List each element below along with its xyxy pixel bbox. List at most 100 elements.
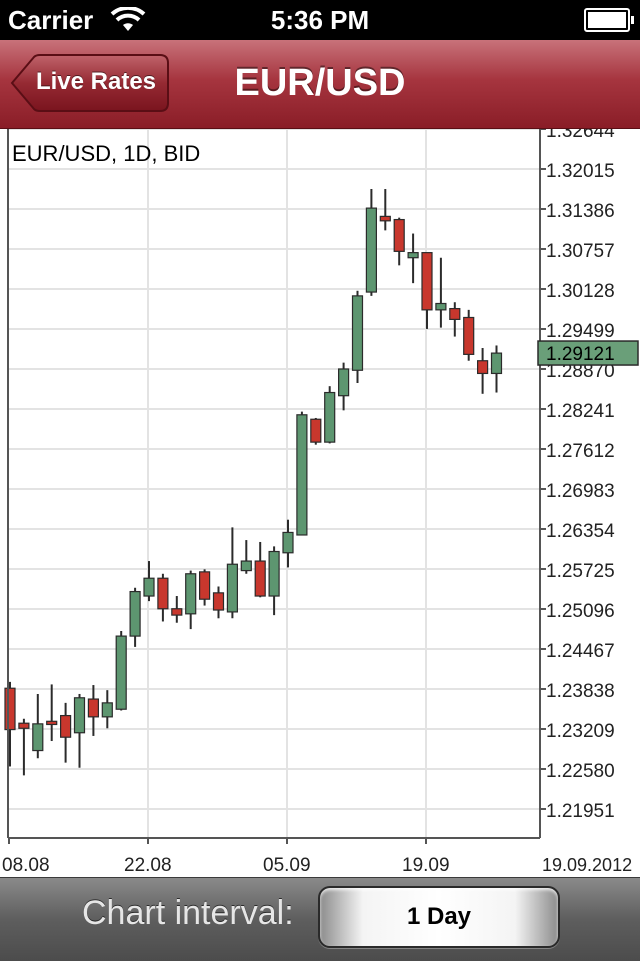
price-tick-label: 1.23838 [546, 681, 615, 702]
candle-up [490, 345, 503, 393]
candle-up [365, 189, 377, 296]
candle-body [449, 307, 461, 320]
candle-body [143, 577, 155, 597]
candle-body [268, 550, 280, 597]
candle-body [212, 592, 225, 611]
candle-up [115, 631, 127, 711]
carrier-label: Carrier [8, 5, 94, 35]
candle-body [185, 573, 197, 615]
chart-interval-button[interactable]: 1 Day [318, 886, 560, 948]
candle-up [101, 690, 113, 729]
candle-up [296, 411, 308, 536]
back-button-label: Live Rates [35, 68, 157, 95]
candle-down [449, 302, 461, 337]
candle-body [421, 252, 433, 311]
price-tick-label: 1.25725 [546, 561, 615, 582]
candle-down [379, 189, 391, 231]
candle-down [421, 252, 433, 329]
back-button-shape [10, 54, 169, 112]
price-tick-label: 1.28870 [546, 361, 615, 382]
chart-area[interactable]: 1.32644 1.32015 1.31386 1.30757 1.30128 1.294… [0, 129, 640, 877]
candle-body [351, 295, 364, 371]
candle-up [73, 693, 86, 768]
price-tick-label: 1.28241 [546, 401, 615, 422]
candle-body [310, 418, 322, 443]
candle-up [185, 570, 197, 630]
candle-body [73, 697, 86, 734]
price-tick-label: 1.32015 [546, 161, 615, 182]
price-tick-label: 1.22580 [546, 761, 615, 782]
price-tick-label: 1.30757 [546, 241, 615, 262]
candle-up [282, 519, 294, 568]
candle-down [477, 348, 489, 394]
price-tick-label: 1.29499 [546, 321, 615, 342]
candle-up [407, 233, 419, 284]
last-price-label: 1.29121 [546, 344, 615, 365]
candle-body [157, 577, 169, 610]
battery-icon [584, 8, 634, 32]
candle-body [254, 560, 266, 597]
candle-down [463, 309, 475, 361]
candle-body [101, 702, 113, 718]
price-tick-label: 1.27612 [546, 441, 615, 462]
price-tick-label: 1.23209 [546, 721, 615, 742]
candle-body [226, 563, 238, 613]
time-tick-label: 08.08 [2, 855, 50, 876]
candle-body [87, 698, 100, 718]
candle-body [59, 714, 72, 738]
wifi-icon [110, 7, 146, 31]
candle-up [32, 693, 44, 759]
time-tick-label: 22.08 [124, 855, 172, 876]
candle-body [296, 414, 308, 536]
status-bar: Carrier 5:36 PM [0, 0, 640, 40]
bottom-toolbar: Chart interval: 1 Day [0, 877, 640, 961]
time-axis: 08.08 22.08 05.09 19.09 19.09.2012 [2, 838, 632, 876]
price-tick-label: 1.24467 [546, 641, 615, 662]
candle-body [18, 722, 30, 729]
candle-body [129, 590, 141, 637]
candle-body [393, 218, 405, 252]
candle-up [268, 546, 280, 616]
price-tick-label: 1.31386 [546, 201, 615, 222]
candle-body [115, 635, 127, 710]
back-button[interactable]: Live Rates [10, 54, 169, 112]
candle-down [199, 569, 211, 606]
candle-body [435, 302, 447, 311]
price-tick-label: 1.21951 [546, 801, 615, 822]
candle-up [143, 561, 155, 602]
candle-down [87, 685, 100, 736]
candle-down [4, 681, 16, 767]
candle-down [59, 702, 72, 763]
candle-body [324, 391, 336, 443]
price-tick-label: 1.30128 [546, 281, 615, 302]
candle-body [171, 608, 183, 616]
chart-interval-label: Chart interval: [82, 894, 294, 932]
candle-down [393, 217, 405, 266]
time-tick-label: 19.09.2012 [542, 855, 632, 875]
price-tick-label: 1.25096 [546, 601, 615, 622]
last-price-box [537, 340, 639, 366]
candle-body [407, 252, 419, 259]
candle-body [4, 687, 16, 731]
candle-body [46, 720, 58, 726]
candle-body [199, 571, 211, 600]
candle-down [171, 596, 183, 623]
time-tick-label: 05.09 [263, 855, 311, 876]
candle-down [212, 586, 225, 619]
candlestick-chart[interactable]: 1.32644 1.32015 1.31386 1.30757 1.30128 1.294… [0, 129, 640, 877]
price-tick-label: 1.26354 [546, 521, 615, 542]
candle-body [338, 368, 350, 397]
candle-body [490, 352, 503, 375]
chart-grid [8, 129, 540, 838]
candle-down [254, 541, 266, 598]
price-axis: 1.32644 1.32015 1.31386 1.30757 1.30128 1.294… [540, 129, 615, 822]
candle-up [240, 540, 252, 574]
candle-down [46, 684, 58, 742]
last-price-marker: 1.29121 [537, 340, 639, 366]
candle-down [310, 417, 322, 445]
candle-up [129, 587, 141, 647]
candle-body [379, 215, 391, 222]
candles [4, 189, 503, 776]
candle-body [32, 723, 44, 752]
navigation-bar: Live Rates EUR/USD [0, 40, 640, 129]
